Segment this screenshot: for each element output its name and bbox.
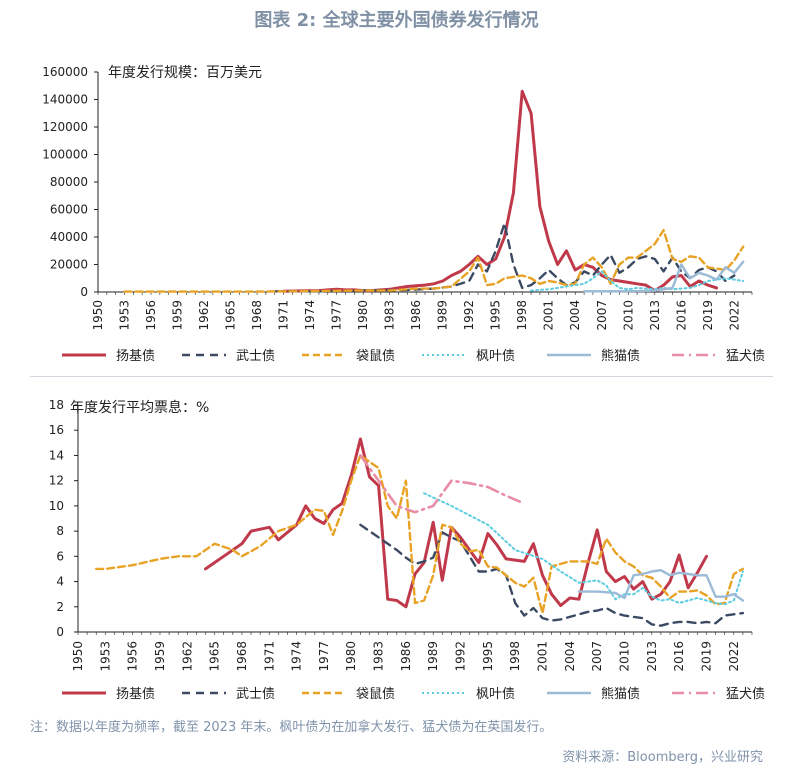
- legend-label-kangaroo: 袋鼠债: [356, 349, 395, 364]
- y-tick-label: 40000: [50, 230, 88, 244]
- series-line-yankee: [282, 89, 719, 293]
- x-tick-label: 1992: [462, 300, 476, 331]
- y-tick-label: 0: [80, 285, 88, 299]
- y-tick-label: 0: [56, 625, 64, 639]
- y-tick-label: 100000: [42, 148, 88, 162]
- x-tick-label: 2013: [648, 300, 662, 331]
- x-tick-label: 1956: [126, 641, 140, 672]
- x-tick-label: 1956: [144, 300, 158, 331]
- x-tick-label: 2016: [674, 300, 688, 331]
- figure-title: 图表 2: 全球主要外国债券发行情况: [254, 10, 539, 31]
- x-tick-label: 1989: [426, 641, 440, 672]
- x-tick-label: 2004: [568, 300, 582, 331]
- series-line-kangaroo: [94, 454, 745, 615]
- x-tick-label: 1983: [383, 300, 397, 331]
- footnote: 注：数据以年度为频率，截至 2023 年末。枫叶债为在加拿大发行、猛犬债为在英国…: [30, 720, 553, 735]
- x-tick-label: 1995: [481, 641, 495, 672]
- x-tick-label: 1959: [171, 300, 185, 331]
- series-line-maple: [423, 492, 744, 606]
- x-tick-label: 1971: [262, 641, 276, 672]
- y-tick-label: 120000: [42, 120, 88, 134]
- y-tick-label: 2: [56, 600, 64, 614]
- legend-label-bulldog: 猛犬债: [726, 349, 765, 364]
- legend-label-panda: 熊猫债: [601, 686, 640, 702]
- x-tick-label: 1995: [489, 300, 503, 331]
- x-tick-label: 1992: [454, 641, 468, 672]
- y-tick-label: 10: [49, 499, 64, 513]
- y-tick-label: 6: [56, 549, 64, 563]
- y-tick-label: 160000: [42, 65, 88, 79]
- x-tick-label: 1998: [508, 641, 522, 672]
- series-line-maple: [530, 270, 745, 292]
- x-tick-label: 2010: [621, 300, 635, 331]
- chart-annotation: 年度发行规模：百万美元: [108, 65, 262, 81]
- legend-label-maple: 枫叶债: [476, 349, 515, 364]
- x-tick-label: 1977: [317, 641, 331, 672]
- legend-label-yankee: 扬基债: [116, 687, 155, 702]
- x-tick-label: 1950: [71, 641, 85, 672]
- y-tick-label: 140000: [42, 93, 88, 107]
- x-tick-label: 1959: [153, 641, 167, 672]
- x-tick-label: 2022: [727, 300, 741, 331]
- legend-label-yankee: 扬基债: [116, 349, 155, 364]
- x-tick-label: 2016: [672, 641, 686, 672]
- chart-annotation: 年度发行平均票息：%: [70, 399, 209, 416]
- y-tick-label: 60000: [50, 203, 88, 217]
- x-tick-label: 1968: [235, 641, 249, 672]
- legend-label-samurai: 武士债: [236, 349, 275, 364]
- x-tick-label: 2007: [595, 300, 609, 331]
- y-tick-label: 8: [56, 524, 64, 538]
- panel-separator: [30, 376, 773, 377]
- y-tick-label: 80000: [50, 175, 88, 189]
- x-tick-label: 1962: [180, 641, 194, 672]
- legend-label-bulldog: 猛犬债: [726, 687, 765, 702]
- x-tick-label: 1974: [290, 641, 304, 672]
- x-tick-label: 2019: [701, 300, 715, 331]
- x-tick-label: 1953: [98, 641, 112, 672]
- y-tick-label: 20000: [50, 258, 88, 272]
- x-tick-label: 1980: [356, 300, 370, 331]
- x-tick-label: 2007: [590, 641, 604, 672]
- x-tick-label: 1977: [330, 300, 344, 331]
- x-tick-label: 2004: [563, 641, 577, 672]
- x-tick-label: 2001: [536, 641, 550, 672]
- x-tick-label: 1974: [303, 300, 317, 331]
- x-tick-label: 1965: [224, 300, 238, 331]
- y-tick-label: 16: [49, 423, 64, 437]
- x-tick-label: 1983: [372, 641, 386, 672]
- x-tick-label: 1968: [250, 300, 264, 331]
- x-tick-label: 2010: [617, 641, 631, 672]
- x-tick-label: 2001: [542, 300, 556, 331]
- series-line-panda: [582, 260, 745, 293]
- x-tick-label: 1953: [118, 300, 132, 331]
- series-line-samurai: [359, 523, 745, 627]
- x-tick-label: 2019: [699, 641, 713, 672]
- x-tick-label: 1986: [409, 300, 423, 331]
- y-tick-label: 14: [49, 448, 64, 462]
- x-tick-label: 1971: [277, 300, 291, 331]
- legend-label-kangaroo: 袋鼠债: [356, 687, 395, 702]
- x-tick-label: 2022: [727, 641, 741, 672]
- series-line-yankee: [204, 437, 708, 609]
- x-tick-label: 1989: [436, 300, 450, 331]
- series-line-panda: [577, 569, 745, 602]
- x-tick-label: 1950: [91, 300, 105, 331]
- source-note: 资料来源：Bloomberg，兴业研究: [562, 750, 763, 765]
- y-tick-label: 12: [49, 474, 64, 488]
- series-line-bulldog: [359, 454, 526, 514]
- y-tick-label: 18: [49, 398, 64, 412]
- x-tick-label: 2013: [645, 641, 659, 672]
- y-tick-label: 4: [56, 575, 64, 589]
- x-tick-label: 1998: [515, 300, 529, 331]
- legend-label-maple: 枫叶债: [476, 687, 515, 702]
- x-tick-label: 1980: [344, 641, 358, 672]
- series-line-kangaroo: [123, 228, 745, 293]
- x-tick-label: 1986: [399, 641, 413, 672]
- legend-label-panda: 熊猫债: [601, 348, 640, 364]
- x-tick-label: 1965: [208, 641, 222, 672]
- x-tick-label: 1962: [197, 300, 211, 331]
- legend-label-samurai: 武士债: [236, 687, 275, 702]
